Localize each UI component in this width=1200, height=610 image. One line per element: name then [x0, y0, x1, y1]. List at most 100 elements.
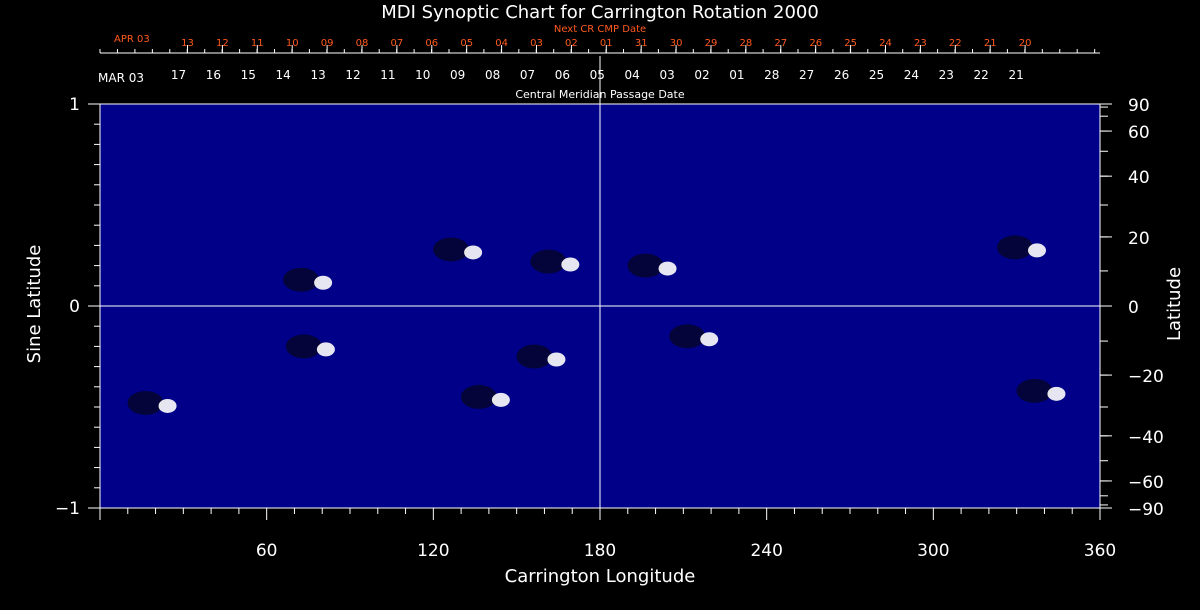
next-cmp-tick-label: 10 [286, 38, 299, 49]
next-cmp-tick-label: 05 [460, 38, 473, 49]
next-cmp-tick-label: 13 [181, 38, 194, 49]
cmp-date-tick-label: 04 [625, 68, 640, 82]
cmp-date-tick-label: 09 [450, 68, 465, 82]
cmp-date-tick-marks: 17 16 15 14 13 12 11 10 09 08 07 06 05 04 03 02 01 28 27 26… [171, 68, 1024, 82]
magnetogram-plot [99, 56, 1101, 509]
active-region-negative [669, 324, 706, 349]
cmp-date-tick-label: 13 [310, 68, 325, 82]
cmp-date-tick-label: 23 [939, 68, 954, 82]
cmp-date-tick-label: 03 [659, 68, 674, 82]
active-region-positive [1047, 386, 1066, 401]
x-tick-label: 60 [256, 541, 278, 561]
latitude-axis: 90 60 40 20 0 −20 −40 −60 −90 [1100, 96, 1164, 520]
next-cmp-tick-label: 09 [321, 38, 334, 49]
next-cmp-tick-label: 25 [844, 38, 857, 49]
cmp-date-tick-label: 14 [276, 68, 291, 82]
active-region-negative [516, 344, 553, 369]
cmp-date-tick-label: 26 [834, 68, 849, 82]
next-cmp-tick-label: 06 [425, 38, 438, 49]
active-region-negative [285, 334, 322, 359]
y2-tick-label: −40 [1128, 428, 1164, 448]
next-cmp-tick-label: 11 [251, 38, 264, 49]
next-cmp-tick-label: 12 [216, 38, 229, 49]
active-region-negative [127, 390, 164, 415]
next-cmp-tick-label: 08 [356, 38, 369, 49]
next-cmp-start-label: APR 03 [114, 34, 150, 45]
cmp-date-tick-label: 27 [799, 68, 814, 82]
next-cmp-tick-label: 29 [705, 38, 718, 49]
cmp-date-tick-label: 17 [171, 68, 186, 82]
next-cmp-tick-label: 20 [1019, 38, 1032, 49]
cmp-date-tick-label: 08 [485, 68, 500, 82]
next-cmp-tick-label: 31 [635, 38, 648, 49]
y2-tick-label: 90 [1128, 96, 1150, 116]
active-region-negative [1016, 378, 1053, 403]
y-tick-label: −1 [55, 499, 80, 519]
cmp-date-tick-label: 02 [694, 68, 709, 82]
y2-axis-label: Latitude [1164, 267, 1185, 341]
y2-tick-label: −20 [1128, 367, 1164, 387]
cmp-date-tick-label: 11 [380, 68, 395, 82]
active-region-negative [627, 253, 664, 278]
next-cmp-tick-label: 21 [984, 38, 997, 49]
sine-latitude-axis: 1 0 −1 [55, 95, 100, 519]
next-cmp-tick-label: 02 [565, 38, 578, 49]
next-cmp-tick-label: 07 [391, 38, 404, 49]
active-region-positive [1028, 243, 1046, 258]
cmp-date-tick-label: 06 [555, 68, 570, 82]
cmp-date-tick-label: 28 [764, 68, 779, 82]
x-tick-label: 360 [1084, 541, 1116, 561]
active-region-negative [433, 237, 470, 262]
x-axis-label: Carrington Longitude [505, 566, 696, 587]
active-region-positive [491, 392, 510, 407]
y-tick-label: 1 [69, 95, 80, 115]
x-tick-label: 120 [417, 541, 449, 561]
cmp-date-tick-label: 10 [415, 68, 430, 82]
active-region-positive [316, 342, 335, 357]
cmp-date-tick-label: 01 [729, 68, 744, 82]
cmp-date-tick-label: 12 [345, 68, 360, 82]
next-cmp-tick-label: 30 [670, 38, 683, 49]
longitude-axis: 60 120 180 240 300 360 [99, 508, 1116, 561]
next-cmp-tick-label: 26 [809, 38, 822, 49]
active-region-positive [547, 352, 566, 367]
y-axis-label: Sine Latitude [24, 245, 45, 364]
next-cmp-tick-marks: 13 12 11 10 09 08 07 06 05 04 03 02 01 31 30 29 28 27 26 25… [99, 38, 1100, 54]
next-cmp-tick-label: 24 [879, 38, 892, 49]
cmp-date-tick-label: 07 [520, 68, 535, 82]
next-cmp-tick-label: 22 [949, 38, 962, 49]
active-regions [127, 235, 1066, 415]
cmp-date-start-label: MAR 03 [98, 71, 144, 85]
chart-title: MDI Synoptic Chart for Carrington Rotati… [381, 2, 819, 23]
next-cmp-tick-label: 23 [914, 38, 927, 49]
cmp-date-tick-label: 05 [590, 68, 605, 82]
cmp-date-tick-label: 21 [1008, 68, 1023, 82]
x-tick-label: 300 [917, 541, 949, 561]
active-region-negative [530, 249, 567, 274]
cmp-date-tick-label: 25 [869, 68, 884, 82]
y2-tick-label: −60 [1128, 473, 1164, 493]
active-region-positive [658, 261, 677, 276]
y2-tick-label: 0 [1128, 298, 1139, 318]
active-region-negative [460, 384, 497, 409]
active-region-positive [314, 275, 333, 290]
next-cmp-axis: Next CR CMP Date APR 03 13 12 11 10 09 08 07 06… [99, 24, 1100, 54]
next-cmp-tick-label: 04 [495, 38, 508, 49]
active-region-negative [283, 267, 320, 292]
active-region-positive [158, 398, 177, 413]
next-cmp-tick-label: 01 [600, 38, 613, 49]
cmp-date-tick-label: 22 [974, 68, 989, 82]
active-region-positive [464, 245, 483, 260]
y2-tick-label: −90 [1128, 500, 1164, 520]
x-tick-label: 180 [584, 541, 616, 561]
reference-lines [100, 56, 1100, 508]
cmp-date-axis: MAR 03 Central Meridian Passage Date 17 1… [98, 68, 1024, 101]
next-cmp-tick-label: 28 [740, 38, 753, 49]
y2-tick-label: 60 [1128, 123, 1150, 143]
next-cmp-tick-label: 27 [774, 38, 787, 49]
y2-tick-label: 20 [1128, 229, 1150, 249]
next-cmp-axis-label: Next CR CMP Date [554, 24, 646, 35]
next-cmp-tick-label: 03 [530, 38, 543, 49]
active-region-negative [997, 235, 1033, 260]
